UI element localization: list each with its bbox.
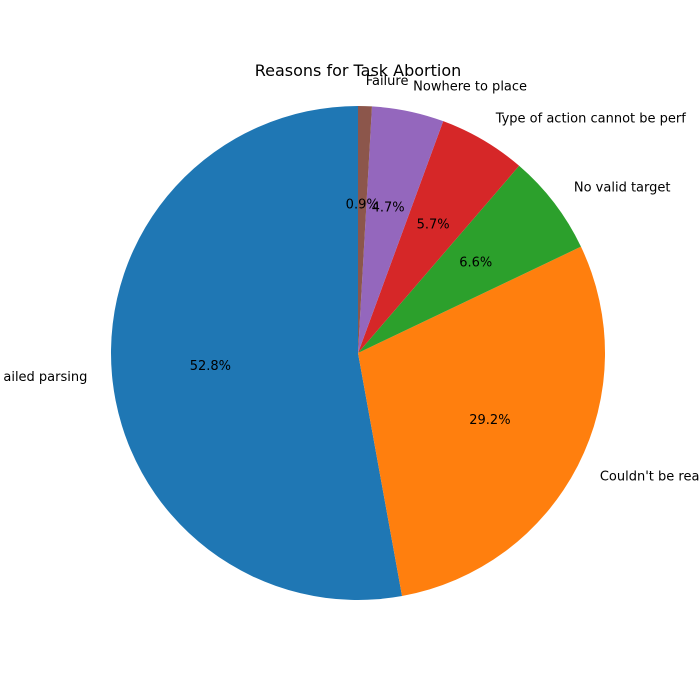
pie-slice-couldn-t-be-reached (358, 246, 605, 597)
slice-label-nowhere-to-place: Nowhere to place (413, 79, 527, 94)
pct-label-couldn-t-be-reached: 29.2% (469, 413, 510, 428)
pie-slice-nowhere-to-place (358, 106, 444, 354)
pie-slices (110, 106, 605, 600)
slice-label-failure: Failure (366, 74, 409, 89)
pct-label-no-valid-target: 6.6% (459, 256, 492, 271)
slice-label-type-of-action-cannot-be-performed: Type of action cannot be perf (495, 111, 687, 126)
slice-label-couldn-t-be-reached: Couldn't be rea (600, 469, 700, 484)
pct-label-nowhere-to-place: 4.7% (372, 200, 405, 215)
pct-label-failed-parsing: 52.8% (190, 359, 231, 374)
pct-label-failure: 0.9% (346, 197, 379, 212)
slice-label-no-valid-target: No valid target (574, 181, 671, 196)
pie-slice-failed-parsing (110, 106, 403, 600)
pct-label-type-of-action-cannot-be-performed: 5.7% (417, 218, 450, 233)
pie-slice-type-of-action-cannot-be-performed (358, 121, 520, 353)
pie-slice-no-valid-target (358, 165, 581, 353)
pie-slice-failure (358, 106, 372, 353)
chart-title: Reasons for Task Abortion (255, 61, 462, 80)
slice-label-failed-parsing: ailed parsing (3, 370, 87, 385)
pie-labels: ailed parsing 52.8% Couldn't be rea 29.2% No… (3, 74, 699, 484)
